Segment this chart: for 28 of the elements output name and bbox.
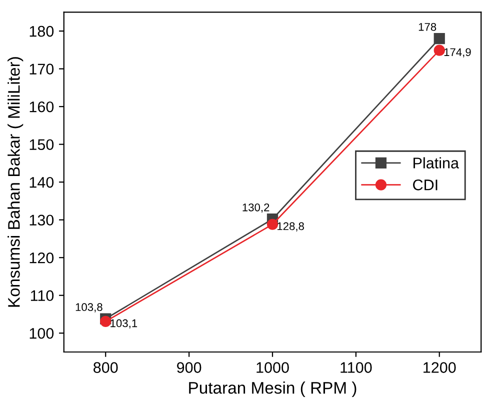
y-tick-label: 120 bbox=[30, 252, 54, 264]
y-tick-label: 180 bbox=[30, 26, 54, 37]
x-tick-label: 1200 bbox=[424, 362, 456, 373]
x-tick-label: 800 bbox=[94, 362, 118, 373]
x-tick-label: 1100 bbox=[340, 362, 372, 373]
x-axis-title: Putaran Mesin ( RPM ) bbox=[189, 382, 356, 398]
legend-label: CDI bbox=[413, 180, 438, 190]
data-label: 174,9 bbox=[444, 48, 471, 58]
data-label: 178 bbox=[418, 22, 436, 31]
data-label: 103,1 bbox=[110, 319, 138, 328]
point bbox=[434, 44, 445, 56]
x-tick-label: 1000 bbox=[256, 362, 289, 373]
y-tick-label: 160 bbox=[30, 101, 54, 112]
x-tick-label: 900 bbox=[177, 362, 202, 373]
point bbox=[100, 316, 112, 327]
data-label: 128,8 bbox=[278, 222, 304, 232]
y-tick-label: 100 bbox=[30, 328, 54, 339]
y-tick-label: 150 bbox=[30, 139, 54, 150]
point bbox=[266, 218, 278, 230]
legend-label: Platina bbox=[414, 157, 460, 168]
y-tick-label: 170 bbox=[30, 64, 54, 75]
y-tick-label: 110 bbox=[30, 290, 54, 302]
point bbox=[434, 33, 445, 44]
data-label: 103,8 bbox=[76, 303, 102, 312]
y-tick-label: 140 bbox=[30, 176, 54, 188]
data-label: 130,2 bbox=[242, 203, 270, 213]
y-tick-label: 130 bbox=[30, 214, 54, 226]
y-axis-title: Konsumsi Bahan Bakar ( MiliLiter) bbox=[8, 57, 24, 307]
